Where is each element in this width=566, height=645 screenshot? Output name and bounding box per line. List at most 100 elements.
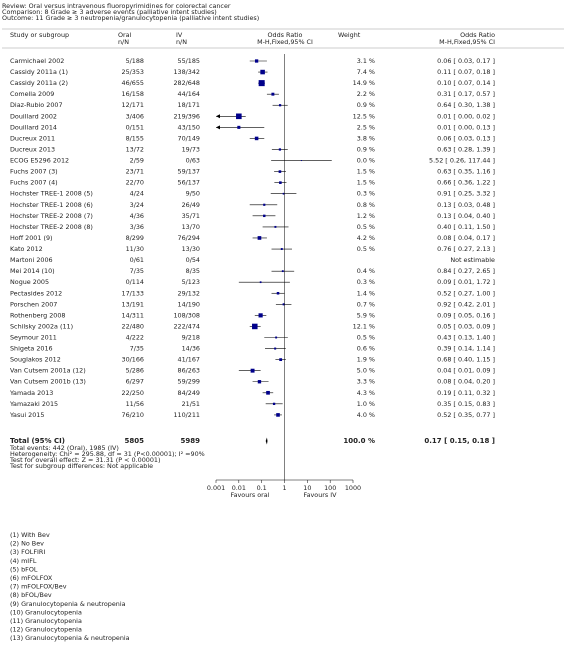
label: 2.5 % xyxy=(357,123,375,131)
point-estimate xyxy=(254,59,259,63)
label: 5.52 [ 0.26, 117.44 ] xyxy=(429,157,495,165)
label: 8/155 xyxy=(126,134,144,142)
point-estimate xyxy=(258,313,263,318)
point-estimate xyxy=(282,192,285,195)
label: Diaz-Rubio 2007 xyxy=(10,101,63,109)
label: 0/63 xyxy=(186,157,200,165)
label: 14/311 xyxy=(122,311,144,319)
label: 0.3 % xyxy=(357,278,375,286)
label: 0/151 xyxy=(126,123,144,131)
label: Seymour 2011 xyxy=(10,334,57,342)
point-estimate xyxy=(275,336,278,339)
label: 86/263 xyxy=(178,367,200,375)
label: 7.4 % xyxy=(357,68,375,76)
label: ECOG E5296 2012 xyxy=(10,157,69,165)
point-estimate xyxy=(257,236,262,240)
label: 4.2 % xyxy=(357,234,375,242)
label: 2/59 xyxy=(130,157,144,165)
label: M-H,Fixed,95% CI xyxy=(257,38,313,46)
label: Ducreux 2011 xyxy=(10,134,55,142)
label: 0.01 xyxy=(232,484,246,492)
label: 0.40 [ 0.11, 1.50 ] xyxy=(437,223,495,231)
label: 3/36 xyxy=(130,223,144,231)
label: 0.06 [ 0.03, 0.13 ] xyxy=(437,134,495,142)
label: 0.91 [ 0.25, 3.32 ] xyxy=(437,190,495,198)
label: 0.5 % xyxy=(357,245,375,253)
label: Total events: 442 (Oral), 1985 (IV) xyxy=(9,444,119,452)
label: n/N xyxy=(118,38,129,46)
label: 0.3 % xyxy=(357,190,375,198)
point-estimate xyxy=(281,270,284,273)
point-estimate xyxy=(252,323,258,330)
label: 1.2 % xyxy=(357,212,375,220)
label: Van Cutsem 2001a (12) xyxy=(10,367,86,375)
label: 0.76 [ 0.27, 2.13 ] xyxy=(437,245,495,253)
label: IV xyxy=(176,31,183,39)
label: 84/249 xyxy=(178,389,200,397)
point-estimate xyxy=(276,291,280,295)
label: 16/158 xyxy=(122,90,144,98)
label: Ducreux 2013 xyxy=(10,145,55,153)
label: 0.09 [ 0.01, 1.72 ] xyxy=(437,278,495,286)
label: 0.19 [ 0.11, 0.32 ] xyxy=(437,389,495,397)
point-estimate xyxy=(282,303,285,306)
label: Nogue 2005 xyxy=(10,278,49,286)
point-estimate xyxy=(272,402,276,406)
label: Favours oral xyxy=(231,491,270,499)
label: 0/54 xyxy=(186,256,200,264)
point-estimate xyxy=(263,203,266,206)
point-estimate xyxy=(274,347,277,350)
label: 0.17 [ 0.15, 0.18 ] xyxy=(424,437,495,445)
label: 0.13 [ 0.04, 0.40 ] xyxy=(437,212,495,220)
label: 0.6 % xyxy=(357,345,375,353)
label: 43/150 xyxy=(178,123,200,131)
label: 0.04 [ 0.01, 0.09 ] xyxy=(437,367,495,375)
label: n/N xyxy=(176,38,187,46)
label: 59/299 xyxy=(178,378,200,386)
label: Mei 2014 (10) xyxy=(10,267,55,275)
label: 3.1 % xyxy=(357,57,375,65)
label: 13/30 xyxy=(182,245,200,253)
label: 1.5 % xyxy=(357,179,375,187)
label: (11) Granulocytopenia xyxy=(10,617,82,625)
label: 14/36 xyxy=(182,345,200,353)
label: 25/353 xyxy=(122,68,144,76)
label: Yasui 2015 xyxy=(9,411,44,419)
point-estimate xyxy=(276,413,280,417)
label: 1000 xyxy=(345,484,361,492)
label: 26/49 xyxy=(182,201,200,209)
label: Hochster TREE-2 2008 (7) xyxy=(10,212,93,220)
label: 4/36 xyxy=(130,212,144,220)
label: 8/299 xyxy=(126,234,144,242)
label: (6) mFOLFOX xyxy=(10,574,53,582)
label: 7/35 xyxy=(130,345,144,353)
label: Douillard 2014 xyxy=(10,123,57,131)
label: 4/222 xyxy=(126,334,144,342)
label: Carmichael 2002 xyxy=(10,57,64,65)
label: Oral xyxy=(118,31,132,39)
label: 219/396 xyxy=(173,112,200,120)
label: 22/250 xyxy=(122,389,144,397)
point-estimate xyxy=(254,136,259,141)
label: 13/191 xyxy=(122,300,144,308)
label: 0.66 [ 0.36, 1.22 ] xyxy=(437,179,495,187)
label: 0.52 [ 0.27, 1.00 ] xyxy=(437,289,495,297)
label: 5805 xyxy=(125,437,145,445)
label: 59/137 xyxy=(178,168,200,176)
label: Total (95% CI) xyxy=(10,437,65,445)
label: 4/24 xyxy=(130,190,144,198)
label: 5/286 xyxy=(126,367,144,375)
label: 14.9 % xyxy=(353,79,375,87)
point-estimate xyxy=(236,113,242,120)
label: Kato 2012 xyxy=(10,245,43,253)
label: (4) mIFL xyxy=(10,557,37,565)
label: Martoni 2006 xyxy=(10,256,53,264)
label: 3.8 % xyxy=(357,134,375,142)
label: 18/171 xyxy=(178,101,200,109)
label: 23/71 xyxy=(126,168,144,176)
label: Test for overall effect: Z = 31.31 (P < … xyxy=(9,456,160,464)
label: 7/35 xyxy=(130,267,144,275)
label: Cassidy 2011a (2) xyxy=(10,79,68,87)
